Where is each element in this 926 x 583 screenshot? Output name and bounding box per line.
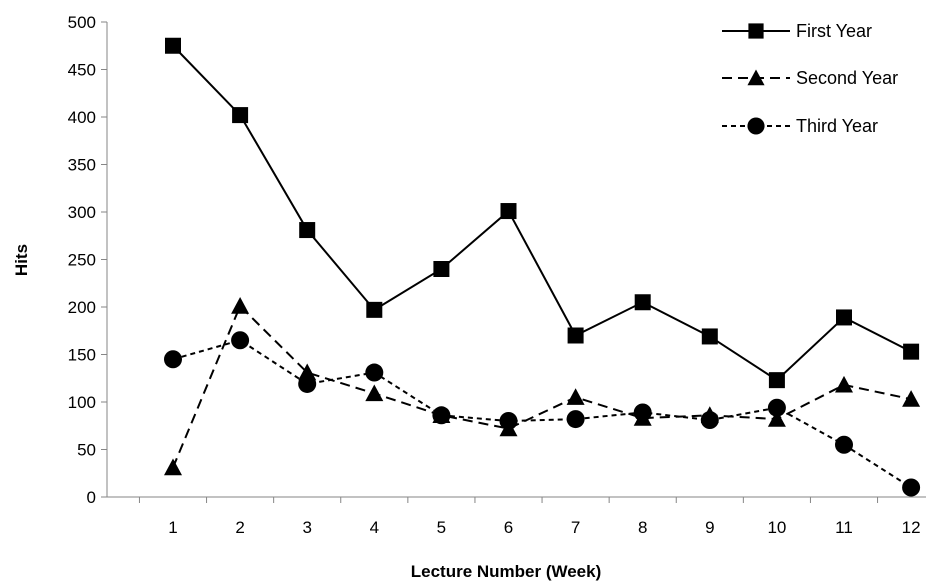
- legend-item: Second Year: [722, 68, 898, 88]
- x-tick-label: 12: [902, 518, 921, 537]
- data-point-circle: [566, 410, 585, 429]
- y-tick-label: 100: [68, 393, 96, 412]
- data-point-circle: [231, 331, 250, 350]
- x-tick-label: 1: [168, 518, 177, 537]
- data-point-circle: [164, 350, 182, 369]
- x-tick-label: 3: [302, 518, 311, 537]
- data-point-square: [366, 301, 383, 318]
- data-point-square: [500, 203, 517, 220]
- legend-label: Second Year: [796, 68, 898, 88]
- x-tick-label: 5: [437, 518, 446, 537]
- x-tick-label: 2: [235, 518, 244, 537]
- data-point-circle: [767, 398, 786, 417]
- x-tick-label: 8: [638, 518, 647, 537]
- legend-label: Third Year: [796, 116, 878, 136]
- data-point-triangle: [231, 297, 250, 314]
- data-point-circle: [298, 374, 317, 393]
- y-tick-label: 0: [87, 488, 96, 507]
- data-point-circle: [835, 435, 853, 454]
- series-line: [172, 45, 912, 382]
- data-point-circle: [432, 406, 451, 425]
- x-tick-label: 9: [705, 518, 714, 537]
- x-tick-label: 6: [504, 518, 513, 537]
- data-point-square: [299, 222, 316, 239]
- data-point-triangle: [902, 390, 921, 407]
- data-point-triangle: [835, 375, 853, 393]
- data-point-square: [701, 328, 718, 345]
- data-point-circle: [747, 117, 765, 135]
- data-point-circle: [902, 478, 921, 497]
- data-point-square: [748, 23, 764, 39]
- data-point-square: [836, 309, 852, 326]
- data-point-circle: [499, 412, 518, 430]
- y-tick-label: 300: [68, 203, 96, 222]
- legend-item: First Year: [722, 21, 872, 41]
- series-line: [172, 304, 912, 468]
- series-3: [164, 331, 921, 497]
- series-layer: [164, 37, 921, 497]
- y-tick-label: 400: [68, 108, 96, 127]
- data-point-circle: [633, 403, 652, 422]
- data-point-square: [768, 372, 785, 389]
- series-1: [165, 37, 920, 389]
- legend-item: Third Year: [722, 116, 878, 136]
- y-tick-label: 200: [68, 298, 96, 317]
- legend-label: First Year: [796, 21, 872, 41]
- series-line: [172, 339, 912, 489]
- data-point-triangle: [767, 410, 786, 427]
- data-point-triangle: [566, 388, 585, 405]
- y-tick-label: 250: [68, 251, 96, 270]
- data-point-square: [433, 261, 450, 277]
- x-tick-label: 4: [370, 518, 379, 537]
- x-tick-label: 10: [767, 518, 786, 537]
- y-tick-label: 350: [68, 156, 96, 175]
- data-point-triangle: [365, 384, 384, 402]
- data-point-circle: [700, 411, 719, 430]
- data-point-triangle: [747, 69, 765, 86]
- data-point-square: [232, 107, 249, 124]
- x-tick-label: 11: [835, 518, 853, 537]
- data-point-square: [634, 294, 651, 311]
- y-axis-title: Hits: [12, 244, 31, 276]
- y-tick-label: 50: [77, 441, 96, 460]
- y-tick-label: 450: [68, 61, 96, 80]
- x-axis-title: Lecture Number (Week): [411, 562, 602, 581]
- data-point-circle: [365, 363, 384, 382]
- data-point-triangle: [164, 458, 182, 476]
- y-tick-label: 150: [68, 346, 96, 365]
- data-point-triangle: [298, 363, 317, 381]
- data-point-square: [165, 37, 181, 54]
- legend: First Year Second Year Third Year: [722, 21, 898, 136]
- y-tick-label: 500: [68, 13, 96, 32]
- series-2: [164, 297, 921, 476]
- x-tick-label: 7: [571, 518, 580, 537]
- data-point-square: [567, 327, 584, 344]
- data-point-square: [903, 343, 920, 360]
